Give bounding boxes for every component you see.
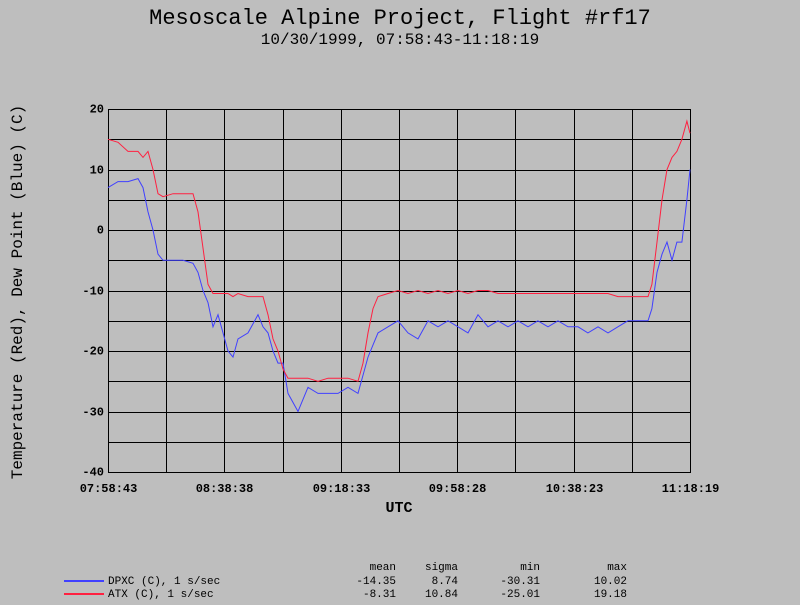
y-tick-label: 0 — [97, 224, 104, 238]
stat-value: 10.02 — [594, 576, 627, 588]
x-tick-label: 09:58:28 — [429, 482, 487, 496]
x-tick-label: 09:18:33 — [313, 482, 371, 496]
x-tick-label: 10:38:23 — [546, 482, 604, 496]
y-tick-label: -40 — [82, 466, 104, 480]
data-line — [107, 119, 691, 382]
data-line — [107, 169, 691, 413]
stat-value: -14.35 — [356, 576, 396, 588]
y-tick-label: -30 — [82, 406, 104, 420]
chart-subtitle: 10/30/1999, 07:58:43-11:18:19 — [261, 31, 539, 49]
x-tick-label: 11:18:19 — [662, 482, 720, 496]
stat-value: 10.84 — [425, 589, 458, 601]
stat-value: 8.74 — [432, 576, 459, 588]
stat-value: -30.31 — [500, 576, 540, 588]
stats-header: mean — [370, 562, 396, 574]
chart-title: Mesoscale Alpine Project, Flight #rf17 — [149, 6, 651, 31]
y-axis-label: Temperature (Red), Dew Point (Blue) (C) — [9, 105, 27, 479]
x-axis-label: UTC — [385, 500, 412, 517]
plot-frame — [108, 109, 691, 473]
y-tick-label: 10 — [90, 164, 104, 178]
stat-value: -25.01 — [500, 589, 540, 601]
stat-value: 19.18 — [594, 589, 627, 601]
x-tick-label: 07:58:43 — [80, 482, 138, 496]
legend-label: ATX (C), 1 s/sec — [108, 589, 214, 601]
x-tick-label: 08:38:38 — [196, 482, 254, 496]
stats-header: max — [607, 562, 627, 574]
y-tick-label: 20 — [90, 103, 104, 117]
y-tick-label: -20 — [82, 345, 104, 359]
stats-header: min — [520, 562, 540, 574]
legend-label: DPXC (C), 1 s/sec — [108, 576, 220, 588]
stat-value: -8.31 — [363, 589, 396, 601]
stats-header: sigma — [425, 562, 458, 574]
y-tick-label: -10 — [82, 285, 104, 299]
